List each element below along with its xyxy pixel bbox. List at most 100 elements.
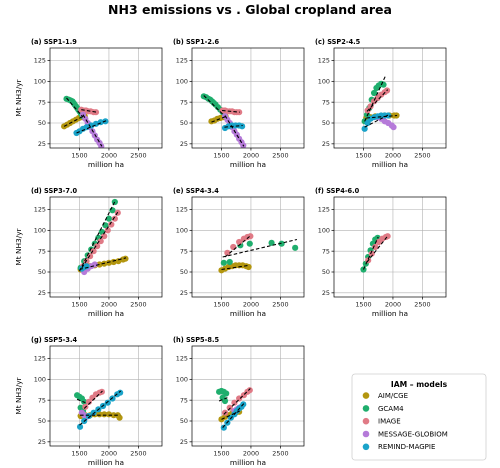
legend-marker	[362, 417, 370, 425]
y-tick-label: 25	[322, 289, 330, 297]
y-tick-label: 50	[38, 268, 46, 276]
data-point	[221, 397, 229, 405]
legend-label: REMIND-MAGPIE	[378, 443, 435, 451]
y-tick-label: 25	[322, 140, 330, 148]
data-point	[76, 423, 84, 430]
x-axis-label: million ha	[230, 309, 266, 318]
trend-line	[78, 200, 116, 272]
x-tick-label: 2000	[243, 152, 259, 160]
trend-line	[211, 115, 227, 123]
x-tick-label: 2000	[243, 450, 259, 458]
y-tick-label: 50	[180, 268, 188, 276]
data-point	[109, 207, 116, 214]
data-point	[104, 227, 111, 234]
legend-item: IMAGE	[362, 417, 401, 426]
plot-frame	[49, 47, 163, 149]
y-tick-label: 75	[180, 396, 188, 404]
panel-title: (d) SSP3-7.0	[31, 187, 77, 195]
trend-line	[79, 257, 127, 271]
plot-area	[360, 233, 391, 273]
x-tick-label: 2500	[130, 450, 146, 458]
trend-line	[223, 388, 251, 415]
trend-line	[222, 109, 240, 113]
y-tick-label: 125	[176, 57, 188, 65]
x-tick-label: 2500	[272, 152, 288, 160]
plot-frame	[333, 47, 447, 149]
data-point	[385, 112, 392, 119]
y-tick-label: 25	[180, 140, 188, 148]
panel-title: (e) SSP4-3.4	[173, 187, 219, 195]
data-point	[246, 387, 253, 394]
data-point	[111, 215, 118, 222]
data-point	[226, 258, 233, 266]
y-tick-label: 75	[38, 247, 46, 255]
y-axis-label: Mt NH3/yr	[14, 376, 23, 414]
legend-frame	[351, 373, 487, 461]
legend-marker	[362, 392, 370, 399]
legend-label: GCAM4	[378, 405, 404, 413]
legend-item: REMIND-MAGPIE	[362, 443, 435, 451]
y-axis-label: Mt NH3/yr	[14, 78, 23, 116]
trend-line	[66, 97, 84, 118]
plot-frame	[191, 196, 305, 298]
x-axis-label: million ha	[372, 160, 408, 169]
y-tick-label: 25	[38, 289, 46, 297]
x-tick-label: 1500	[71, 301, 87, 309]
trend-line	[218, 397, 228, 402]
data-point	[361, 125, 368, 132]
x-axis-label: million ha	[88, 458, 124, 467]
x-tick-label: 1500	[355, 152, 371, 160]
y-tick-label: 100	[34, 78, 46, 86]
x-tick-label: 2500	[414, 152, 430, 160]
plot-frame	[191, 47, 305, 149]
plot-area	[77, 198, 129, 276]
data-point	[83, 263, 90, 270]
x-tick-label: 1500	[71, 152, 87, 160]
legend-label: MESSAGE-GLOBIOM	[378, 430, 448, 438]
data-point	[111, 198, 118, 206]
plot-area	[216, 387, 253, 431]
x-tick-label: 2500	[130, 152, 146, 160]
y-tick-label: 125	[318, 57, 330, 65]
y-tick-label: 100	[318, 227, 330, 235]
x-tick-label: 2000	[385, 301, 401, 309]
panel-title: (c) SSP2-4.5	[315, 38, 361, 46]
y-tick-label: 100	[176, 376, 188, 384]
x-tick-label: 2500	[414, 301, 430, 309]
data-point	[390, 124, 397, 131]
x-tick-label: 2000	[101, 301, 117, 309]
y-tick-label: 50	[322, 268, 330, 276]
y-tick-label: 50	[38, 417, 46, 425]
panel-6: 1500 2000 2500 25 50 75 100 125 (f) SSP4-6.0 mill…	[315, 187, 447, 318]
panel-3: 1500 2000 2500 25 50 75 100 125 (c) SSP2-4.5 mill…	[315, 38, 447, 169]
plot-area	[361, 76, 400, 132]
y-tick-label: 25	[180, 289, 188, 297]
legend-marker	[362, 430, 370, 438]
data-point	[372, 243, 379, 251]
legend-item: MESSAGE-GLOBIOM	[362, 430, 448, 438]
y-tick-label: 125	[176, 355, 188, 363]
x-tick-label: 2000	[101, 152, 117, 160]
panel-title: (b) SSP1-2.6	[173, 38, 219, 46]
y-tick-label: 100	[34, 227, 46, 235]
trend-line	[63, 115, 84, 127]
x-tick-label: 1500	[71, 450, 87, 458]
plot-area	[200, 93, 247, 148]
trend-line	[221, 410, 240, 420]
data-point	[105, 259, 113, 266]
panel-title: (f) SSP4-6.0	[315, 187, 360, 195]
x-tick-label: 2000	[243, 301, 259, 309]
plot-frame	[49, 345, 163, 447]
y-tick-label: 100	[176, 78, 188, 86]
y-tick-label: 100	[34, 376, 46, 384]
y-tick-label: 125	[176, 206, 188, 214]
data-point	[368, 250, 375, 257]
data-point	[105, 215, 113, 222]
legend-item: AIM/CGE	[362, 392, 408, 400]
legend-marker	[362, 405, 370, 412]
trend-line	[203, 95, 224, 116]
data-point	[220, 424, 227, 431]
trend-line	[81, 109, 97, 113]
y-tick-label: 75	[38, 98, 46, 106]
